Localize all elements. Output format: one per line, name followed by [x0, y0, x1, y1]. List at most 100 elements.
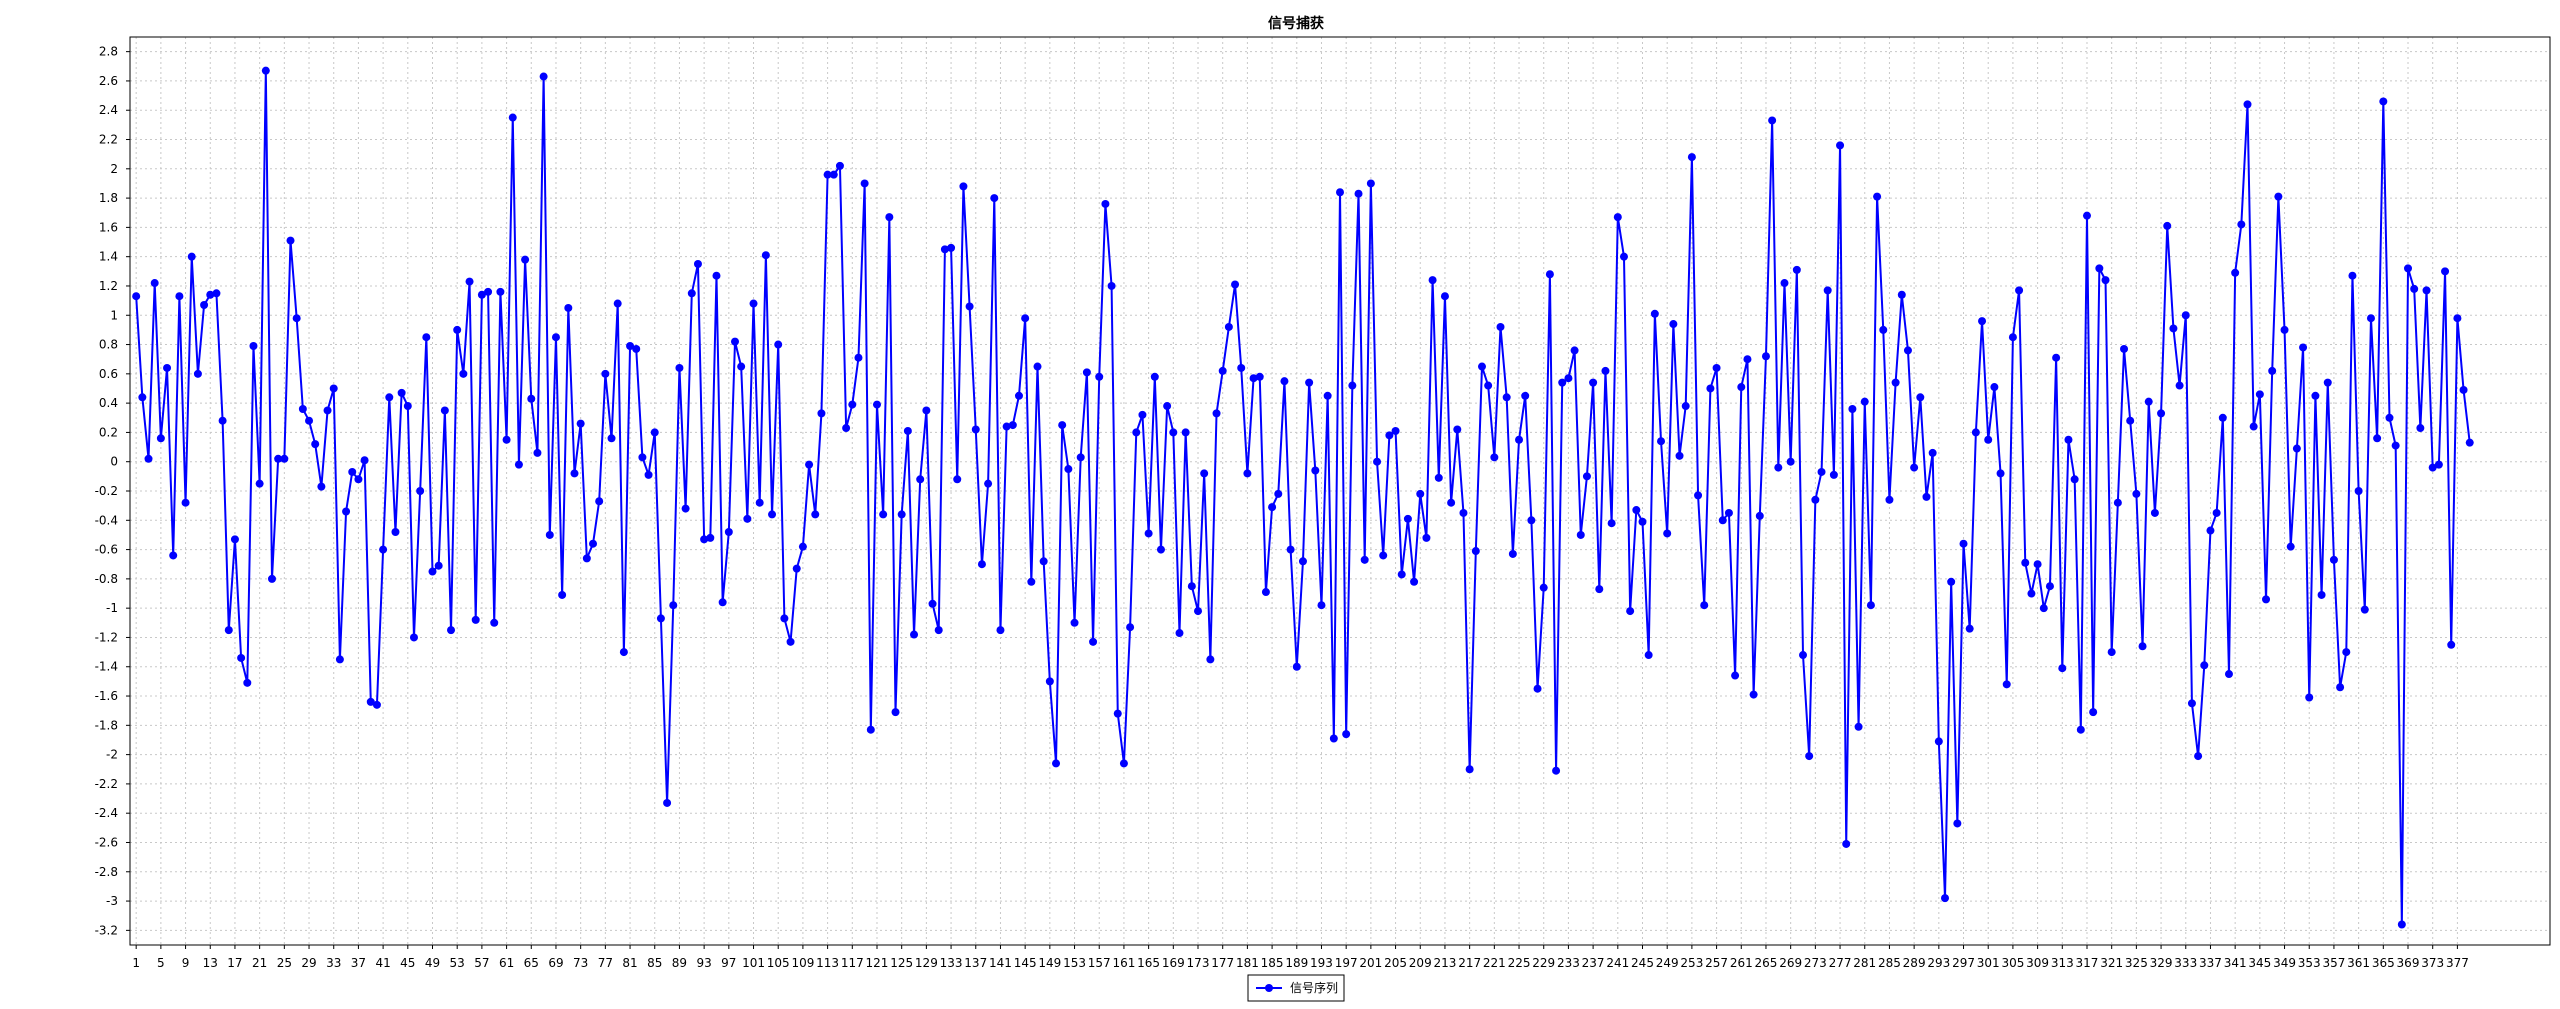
data-point — [1694, 491, 1703, 500]
x-tick-label: 217 — [1458, 956, 1481, 970]
data-point — [2095, 264, 2104, 273]
data-point — [2150, 508, 2159, 517]
x-tick-label: 29 — [301, 956, 316, 970]
x-tick-label: 353 — [2298, 956, 2321, 970]
x-tick-label: 117 — [841, 956, 864, 970]
data-point — [934, 626, 943, 635]
data-point — [1348, 381, 1357, 390]
data-point — [576, 419, 585, 428]
data-point — [1163, 402, 1172, 411]
data-point — [1663, 529, 1672, 538]
data-point — [1064, 465, 1073, 474]
data-point — [2410, 284, 2419, 293]
x-tick-label: 173 — [1187, 956, 1210, 970]
data-point — [1558, 378, 1567, 387]
data-point — [1323, 391, 1332, 400]
data-point — [1885, 495, 1894, 504]
x-tick-label: 309 — [2026, 956, 2049, 970]
data-point — [2126, 416, 2135, 425]
data-point — [780, 614, 789, 623]
data-point — [1768, 116, 1777, 125]
data-point — [1379, 551, 1388, 560]
data-point — [1700, 601, 1709, 610]
data-point — [712, 271, 721, 280]
data-point — [644, 470, 653, 479]
data-point — [1829, 470, 1838, 479]
data-point — [731, 337, 739, 346]
x-tick-label: 237 — [1582, 956, 1605, 970]
data-point — [1447, 498, 1456, 507]
data-point — [1774, 463, 1783, 472]
data-point — [1490, 453, 1499, 462]
y-axis: 2.8 2.6 2.4 2.2 2 1.8 1.6 1.4 1.2 1 0.8 0.6 0.4 0.2 0 -… — [95, 45, 130, 937]
data-point — [2076, 725, 2085, 734]
data-point — [1613, 213, 1622, 222]
data-point — [916, 475, 925, 484]
y-tick-label: 1 — [110, 308, 118, 322]
data-point — [496, 287, 505, 296]
data-point — [2218, 413, 2227, 422]
data-point — [2323, 378, 2332, 387]
data-point — [1132, 428, 1141, 437]
x-tick-label: 189 — [1285, 956, 1308, 970]
data-point — [959, 182, 968, 191]
data-point — [409, 633, 418, 642]
data-point — [2045, 582, 2054, 591]
data-point — [922, 406, 931, 415]
x-tick-label: 313 — [2051, 956, 2074, 970]
x-tick-label: 197 — [1335, 956, 1358, 970]
data-point — [1076, 453, 1085, 462]
data-point — [558, 590, 567, 599]
data-point — [854, 353, 863, 362]
data-point — [2039, 604, 2048, 613]
data-point — [860, 179, 869, 188]
data-point — [2385, 413, 2394, 422]
x-tick-label: 141 — [989, 956, 1012, 970]
data-point — [132, 292, 141, 301]
data-point — [1082, 368, 1091, 377]
data-point — [2163, 221, 2172, 230]
x-tick-label: 245 — [1631, 956, 1654, 970]
x-tick-label: 205 — [1384, 956, 1407, 970]
data-point — [589, 539, 598, 548]
data-point — [693, 260, 702, 268]
x-tick-label: 109 — [791, 956, 814, 970]
data-point — [811, 510, 820, 519]
y-tick-label: -2 — [106, 748, 118, 762]
data-point — [2101, 276, 2110, 285]
data-point — [465, 277, 474, 286]
data-point — [2465, 438, 2474, 447]
y-tick-label: -0.4 — [95, 513, 118, 527]
y-tick-label: 0 — [110, 455, 118, 469]
data-point — [1792, 265, 1801, 274]
data-point — [1027, 577, 1036, 586]
data-point — [1601, 366, 1610, 375]
data-point — [1928, 448, 1937, 457]
data-point — [1644, 651, 1653, 660]
data-point — [348, 467, 357, 476]
data-point — [1712, 363, 1721, 372]
data-point — [2224, 670, 2233, 679]
data-point — [200, 301, 209, 310]
data-point — [1434, 473, 1443, 482]
data-point — [527, 394, 536, 403]
data-point — [1582, 472, 1591, 481]
data-point — [1533, 684, 1542, 693]
data-point — [2058, 664, 2067, 673]
x-tick-label: 13 — [203, 956, 218, 970]
data-point — [1465, 765, 1474, 774]
data-point — [2447, 640, 2456, 649]
data-point — [292, 314, 301, 323]
x-tick-label: 265 — [1755, 956, 1778, 970]
data-point — [1626, 607, 1635, 616]
x-tick-label: 105 — [767, 956, 790, 970]
x-tick-label: 301 — [1977, 956, 2000, 970]
data-point — [206, 290, 215, 299]
data-point — [249, 342, 258, 351]
data-point — [743, 514, 752, 523]
data-point — [656, 614, 665, 623]
data-point — [632, 344, 641, 353]
data-point — [1298, 557, 1307, 566]
data-point — [2342, 648, 2351, 657]
